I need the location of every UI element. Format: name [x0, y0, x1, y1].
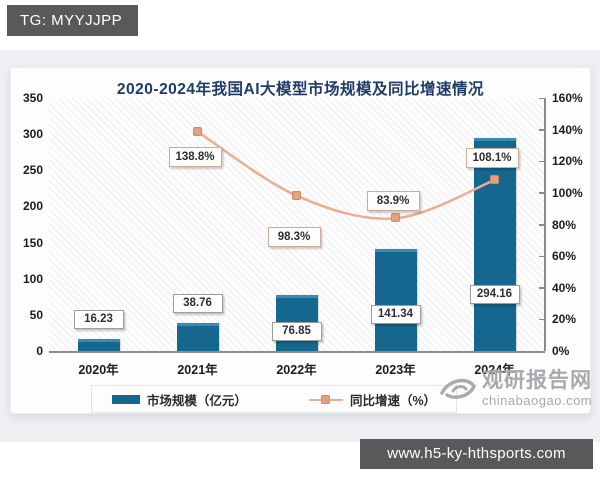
left-axis-tick-label: 350 [22, 91, 43, 105]
left-axis-tick-label: 150 [22, 235, 43, 250]
bar-2024年 [473, 138, 516, 351]
growth-line [196, 130, 495, 220]
legend-item-market-size: 市场规模（亿元） [111, 390, 247, 409]
footer-url-badge: www.h5-ky-hthsports.com [360, 439, 593, 469]
x-axis-label-2022年: 2022年 [276, 363, 317, 377]
line-series-swatch-icon [308, 394, 343, 404]
chart-panel: 2020-2024年我国AI大模型市场规模及同比增速情况 350 300 250 20… [10, 67, 592, 414]
bar-2020年 [77, 339, 120, 351]
left-axis-tick-label: 250 [22, 163, 43, 178]
telegram-tag-badge: TG: MYYJJPP [7, 5, 138, 36]
x-axis-label-2023年: 2023年 [375, 363, 416, 377]
right-axis-tick-label: 60% [552, 249, 577, 264]
x-axis-label-2021年: 2021年 [177, 363, 218, 377]
legend-label-market-size: 市场规模（亿元） [146, 393, 247, 408]
eye-logo-icon [440, 378, 476, 399]
watermark-text: 观研报告网 chinabaogao.com [482, 369, 592, 409]
right-axis-tick-label: 140% [552, 122, 583, 137]
legend-item-growth-rate: 同比增速（%） [308, 390, 437, 409]
growth-line-marker [192, 126, 202, 136]
x-axis-line [49, 351, 545, 353]
left-axis-tick-label: 50 [29, 307, 43, 322]
growth-line-marker [489, 175, 499, 185]
right-axis-tick-mark [539, 97, 544, 99]
growth-rate-label: 83.9% [366, 191, 420, 212]
growth-line-marker [390, 213, 400, 223]
chart-legend: 市场规模（亿元） 同比增速（%） [91, 385, 457, 413]
right-axis-tick-label: 80% [552, 217, 577, 232]
left-axis-tick-label: 100 [22, 271, 43, 286]
bar-value-label: 141.34 [370, 304, 421, 324]
growth-rate-label: 98.3% [267, 226, 321, 247]
right-axis-tick-label: 120% [552, 154, 583, 169]
bar-value-label: 76.85 [271, 321, 322, 341]
watermark-domain: chinabaogao.com [482, 393, 593, 408]
growth-rate-label: 138.8% [168, 146, 222, 167]
bar-value-label: 38.76 [172, 293, 223, 313]
bar-value-label: 294.16 [469, 284, 520, 304]
watermark-site-name: 观研报告网 [482, 369, 592, 392]
right-axis-tick-mark [539, 129, 544, 131]
right-y-axis-line [544, 98, 546, 351]
right-axis-tick-mark [539, 255, 544, 258]
right-axis-tick-label: 40% [552, 280, 577, 295]
right-axis-tick-mark [539, 192, 544, 194]
bar-value-label: 16.23 [73, 310, 124, 330]
x-axis-label-2024年: 2024年 [474, 363, 515, 377]
right-axis-tick-mark [539, 160, 544, 163]
right-axis-tick-mark [539, 318, 544, 321]
watermark: 观研报告网 chinabaogao.com [438, 369, 592, 409]
growth-line-marker [291, 190, 301, 200]
left-axis-tick-label: 0 [36, 344, 43, 358]
right-axis-tick-mark [539, 287, 544, 289]
bar-2023年 [374, 248, 417, 351]
right-axis-tick-label: 160% [552, 91, 583, 105]
left-axis-tick-label: 300 [22, 127, 43, 142]
left-axis-tick-label: 200 [22, 199, 43, 214]
right-axis-tick-mark [539, 224, 544, 226]
legend-label-growth-rate: 同比增速（%） [349, 393, 437, 408]
growth-rate-label: 108.1% [465, 148, 519, 169]
x-axis-label-2020年: 2020年 [78, 363, 119, 377]
chart-title: 2020-2024年我国AI大模型市场规模及同比增速情况 [116, 81, 485, 98]
bar-2021年 [176, 322, 219, 351]
right-axis-tick-label: 100% [552, 185, 583, 200]
right-axis-tick-label: 0% [552, 344, 570, 358]
right-axis-tick-label: 20% [552, 312, 577, 327]
bar-series-swatch-icon [111, 394, 140, 404]
